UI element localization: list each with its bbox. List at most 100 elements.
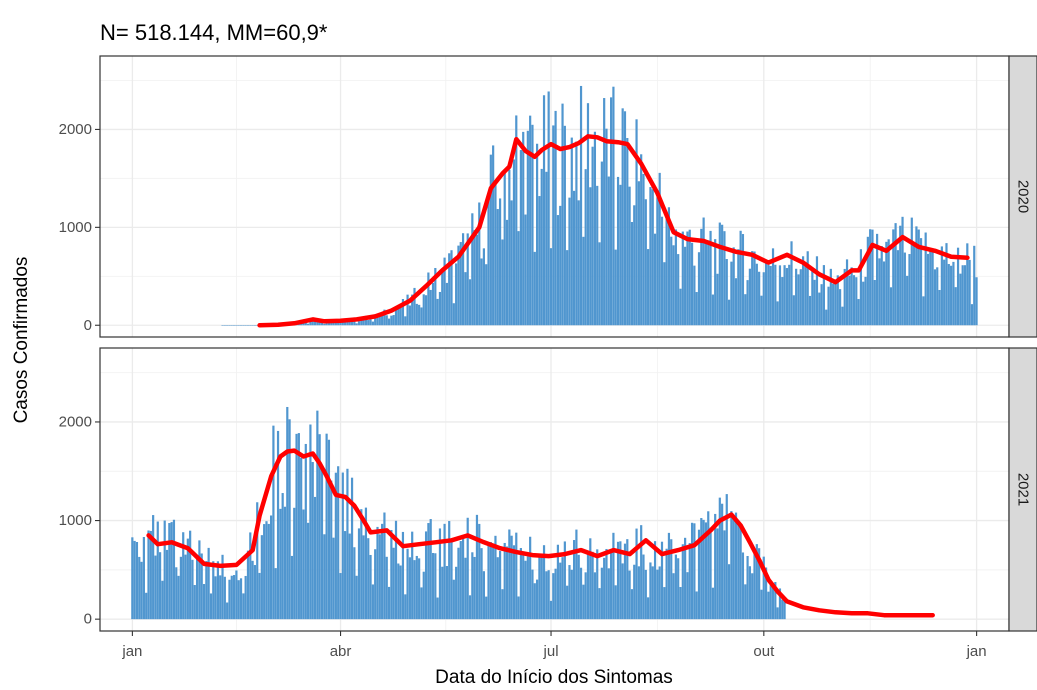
bar: [487, 544, 490, 620]
y-tick-label: 0: [84, 317, 92, 334]
bar: [605, 548, 608, 620]
bar: [378, 534, 381, 620]
bar: [714, 239, 717, 326]
bar: [658, 172, 661, 326]
bar: [494, 184, 497, 326]
bar: [836, 275, 839, 326]
bar: [788, 264, 791, 326]
bar: [135, 542, 139, 620]
bar: [545, 171, 548, 326]
bar: [344, 531, 347, 620]
bar: [771, 584, 775, 620]
bar: [649, 187, 652, 326]
bar: [552, 125, 555, 326]
bar: [686, 231, 689, 326]
bar: [438, 528, 442, 620]
bar: [647, 597, 650, 620]
bar: [179, 556, 182, 620]
bar: [413, 287, 416, 326]
bar: [790, 241, 793, 326]
bar: [274, 568, 277, 620]
moving-average-line: [257, 134, 970, 328]
bar: [961, 265, 964, 326]
bar: [679, 288, 682, 326]
bar: [797, 274, 800, 326]
bar: [522, 131, 525, 326]
bar: [246, 325, 250, 326]
bar: [235, 325, 238, 326]
x-tick-label: out: [753, 643, 775, 660]
bar: [600, 161, 603, 326]
bar: [975, 277, 978, 326]
bar: [945, 243, 948, 326]
bar: [771, 248, 775, 326]
bar: [431, 552, 435, 620]
bar: [242, 593, 245, 620]
bar: [906, 275, 909, 326]
bar: [781, 599, 784, 620]
bar: [892, 229, 895, 326]
bar: [751, 573, 754, 620]
bar: [644, 199, 647, 326]
bar: [801, 256, 805, 326]
bar: [198, 540, 201, 620]
bar: [510, 200, 513, 326]
bar: [619, 184, 622, 326]
bar: [653, 541, 657, 620]
bar: [570, 137, 573, 326]
bar: [838, 289, 842, 326]
bar: [582, 236, 585, 326]
bar: [517, 596, 520, 620]
bar: [307, 522, 310, 620]
bar: [381, 312, 384, 326]
bar: [290, 555, 294, 620]
bar: [781, 277, 784, 326]
bar: [404, 594, 407, 620]
bar: [415, 303, 418, 326]
bar: [674, 554, 677, 620]
bar: [434, 267, 437, 326]
bar: [640, 154, 643, 326]
bar: [688, 229, 691, 326]
bar: [610, 97, 613, 326]
bar: [475, 514, 479, 620]
y-tick-label: 1000: [59, 512, 92, 529]
bar: [573, 540, 576, 620]
bar: [721, 224, 724, 326]
bar: [845, 259, 849, 326]
bar: [390, 529, 393, 620]
bar: [593, 572, 597, 620]
bar: [297, 433, 300, 620]
bar: [827, 286, 830, 326]
bar: [237, 325, 240, 326]
bar: [175, 567, 178, 620]
bar: [461, 233, 465, 326]
bar: [387, 586, 391, 620]
bar: [508, 169, 511, 326]
bar: [205, 561, 208, 620]
bar: [468, 279, 472, 326]
bar: [744, 584, 747, 620]
bar: [475, 234, 479, 326]
bar: [963, 265, 967, 326]
bar: [165, 549, 169, 620]
bar: [378, 314, 381, 326]
bar: [189, 530, 192, 620]
x-axis-title: Data do Início dos Sintomas: [435, 667, 673, 688]
bar: [374, 314, 377, 326]
bar: [753, 251, 756, 326]
bar: [512, 159, 516, 326]
bar: [307, 323, 310, 326]
y-tick-label: 1000: [59, 219, 92, 236]
bar: [418, 304, 421, 326]
bar: [152, 515, 155, 620]
bar: [746, 556, 749, 620]
bar: [427, 272, 430, 326]
bar: [603, 557, 606, 620]
bar: [494, 535, 497, 620]
bar: [575, 529, 578, 620]
bar: [519, 150, 523, 326]
bar: [535, 143, 539, 326]
bar: [774, 582, 777, 620]
